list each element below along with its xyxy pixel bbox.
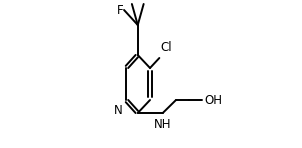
- Text: OH: OH: [204, 94, 222, 107]
- Text: Cl: Cl: [160, 41, 172, 54]
- Text: NH: NH: [154, 118, 172, 131]
- Text: F: F: [117, 4, 123, 16]
- Text: F: F: [145, 0, 151, 2]
- Text: N: N: [114, 104, 123, 117]
- Text: F: F: [124, 0, 131, 2]
